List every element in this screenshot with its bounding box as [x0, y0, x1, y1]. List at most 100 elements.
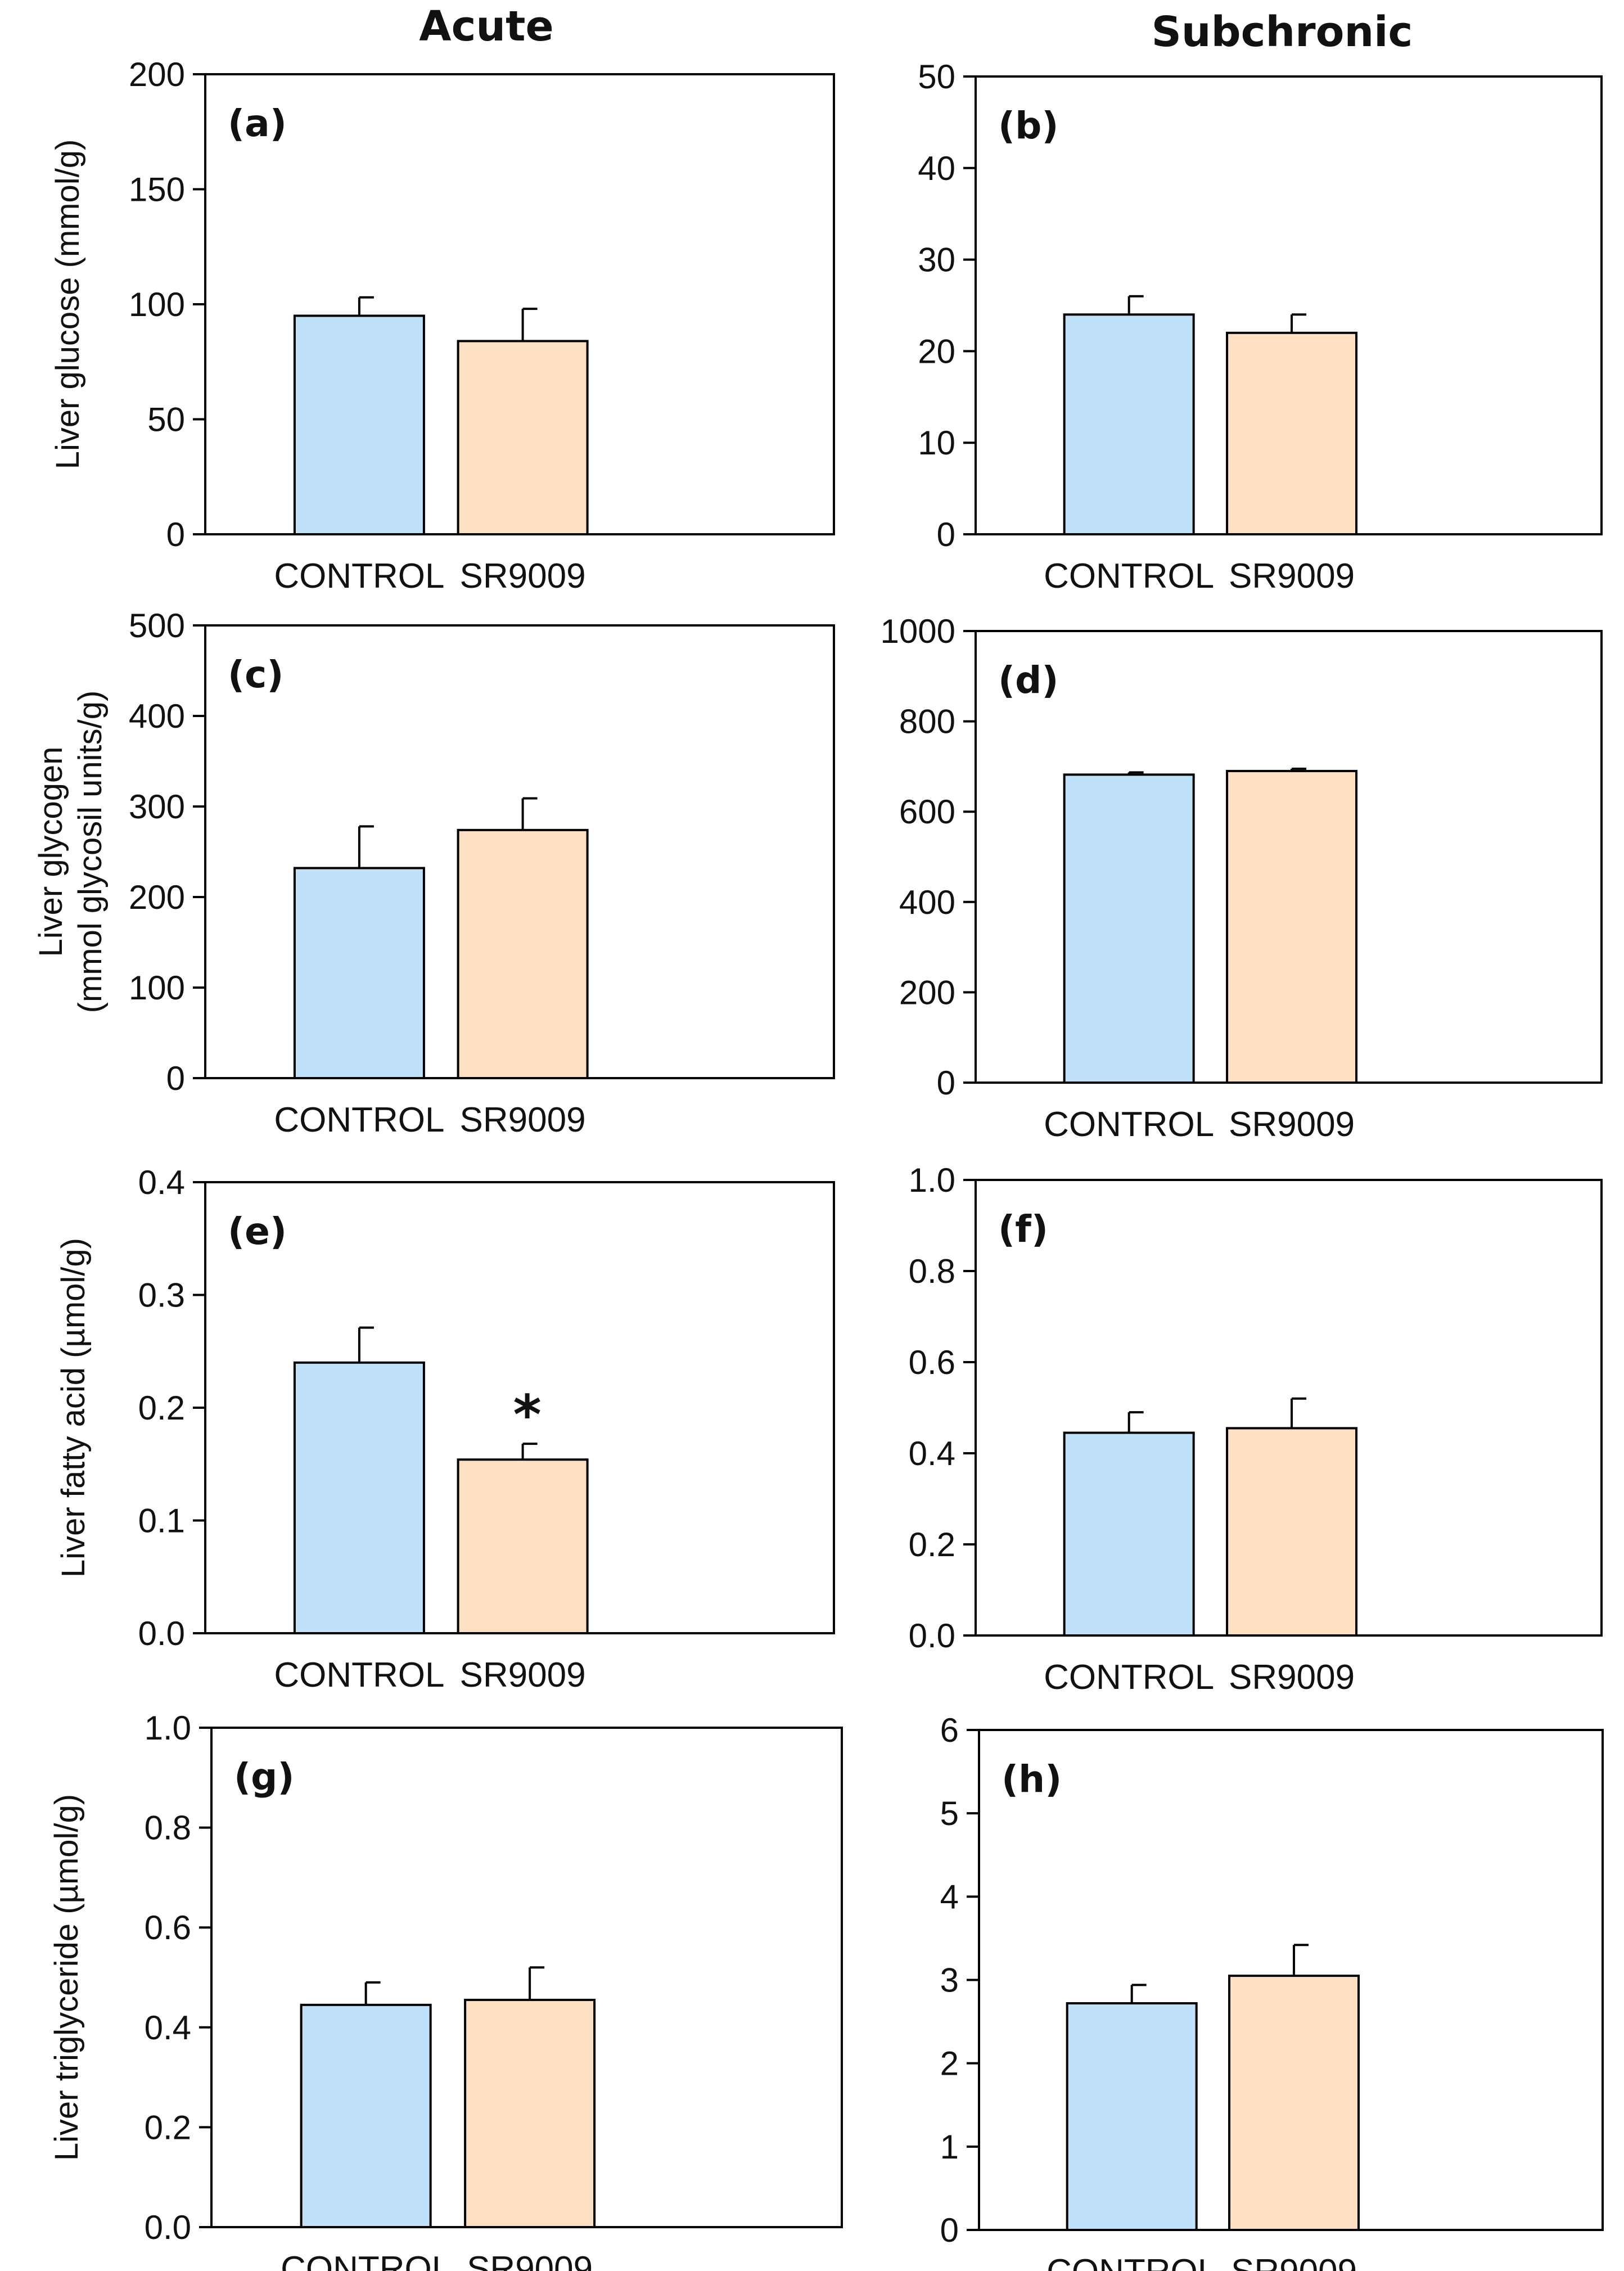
category-label-a: SR9009: [460, 557, 586, 596]
category-label-c: SR9009: [460, 1101, 586, 1139]
y-tick-label-g: 0.8: [145, 1809, 191, 1847]
y-tick-label-f: 0.6: [909, 1344, 955, 1381]
category-label-c: CONTROL: [274, 1101, 444, 1139]
y-tick-label-b: 50: [918, 58, 955, 96]
y-tick-label-f: 0.2: [909, 1526, 955, 1563]
panel-d: 0 200 400 600 800 1000 CONTROL SR9009 (d): [881, 612, 1603, 1144]
category-label-e: CONTROL: [274, 1656, 444, 1695]
bar-a-sr9009: [457, 340, 589, 535]
bar-f-control: [1063, 1431, 1195, 1637]
panel-a: 0 50 100 150 200 CONTROL SR9009 (a) Liver glucos…: [49, 56, 835, 596]
category-label-g: SR9009: [467, 2250, 593, 2271]
category-label-f: SR9009: [1229, 1658, 1355, 1697]
panel-e: 0.0 0.1 0.2 0.3 0.4 CONTROL SR9009 * (e) Liver fa…: [55, 1164, 835, 1695]
category-label-a: CONTROL: [274, 557, 444, 596]
category-label-d: SR9009: [1229, 1105, 1355, 1144]
panel-g: 0.0 0.2 0.4 0.6 0.8 1.0 CONTROL SR9009 (g) Liver …: [48, 1709, 843, 2271]
panel-label-c: (c): [228, 653, 283, 696]
column-title-subchronic: Subchronic: [1152, 8, 1413, 56]
panel-label-h: (h): [1002, 1758, 1062, 1801]
bar-b-sr9009: [1226, 331, 1358, 536]
y-tick-label-h: 2: [940, 2045, 959, 2083]
y-tick-label-b: 10: [918, 424, 955, 462]
y-tick-label-g: 0.6: [145, 1909, 191, 1946]
y-tick-label-a: 150: [129, 171, 185, 209]
y-tick-label-c: 400: [129, 697, 185, 735]
y-tick-label-h: 5: [940, 1795, 959, 1832]
y-tick-label-b: 40: [918, 150, 955, 187]
bar-g-control: [300, 2003, 432, 2229]
y-tick-label-h: 3: [940, 1962, 959, 1999]
y-tick-label-e: 0.3: [138, 1277, 185, 1314]
y-tick-label-e: 0.2: [138, 1389, 185, 1427]
bar-f-sr9009: [1226, 1427, 1358, 1637]
y-tick-label-h: 6: [940, 1711, 959, 1749]
bar-h-sr9009: [1228, 1975, 1360, 2231]
panel-h: 0 1 2 3 4 5 6 CONTROL SR9009 (h): [940, 1711, 1604, 2271]
y-tick-label-c: 300: [129, 788, 185, 826]
y-tick-label-a: 100: [129, 286, 185, 323]
y-tick-label-f: 1.0: [909, 1161, 955, 1199]
panel-b: 0 10 20 30 40 50 CONTROL SR9009 (b): [918, 58, 1603, 596]
panel-label-f: (f): [998, 1207, 1048, 1251]
bar-e-sr9009: [457, 1458, 589, 1634]
y-tick-label-d: 200: [899, 974, 955, 1011]
y-tick-label-g: 0.0: [145, 2209, 191, 2246]
y-axis-label-c: Liver glycogen: [33, 747, 69, 957]
y-tick-label-a: 0: [166, 516, 185, 553]
y-tick-label-d: 0: [937, 1064, 955, 1102]
panel-label-g: (g): [234, 1755, 295, 1799]
y-tick-label-g: 0.4: [145, 2009, 191, 2047]
y-tick-label-c: 200: [129, 878, 185, 916]
y-tick-label-c: 0: [166, 1060, 185, 1097]
bar-c-control: [293, 867, 425, 1079]
bar-c-sr9009: [457, 828, 589, 1079]
y-tick-label-a: 200: [129, 56, 185, 93]
y-tick-label-f: 0.0: [909, 1617, 955, 1655]
y-tick-label-g: 1.0: [145, 1709, 191, 1747]
y-tick-label-d: 600: [899, 793, 955, 831]
y-tick-label-e: 0.4: [138, 1164, 185, 1201]
bar-h-control: [1066, 2002, 1198, 2231]
y-tick-label-b: 30: [918, 241, 955, 279]
panel-f: 0.0 0.2 0.4 0.6 0.8 1.0 CONTROL SR9009 (f): [909, 1161, 1603, 1697]
bar-b-control: [1063, 313, 1195, 536]
category-label-e: SR9009: [460, 1656, 586, 1695]
y-tick-label-b: 20: [918, 332, 955, 370]
panel-label-e: (e): [228, 1210, 287, 1253]
category-label-b: SR9009: [1229, 557, 1355, 596]
y-tick-label-h: 1: [940, 2128, 959, 2166]
category-label-b: CONTROL: [1044, 557, 1214, 596]
y-tick-label-c: 100: [129, 969, 185, 1007]
bar-d-sr9009: [1226, 769, 1358, 1084]
y-tick-label-e: 0.1: [138, 1502, 185, 1540]
panel-c: 0 100 200 300 400 500 CONTROL SR9009 (c) Liver gl…: [33, 607, 835, 1139]
column-title-acute: Acute: [419, 2, 553, 51]
bar-d-control: [1063, 773, 1195, 1084]
y-tick-label-c: 500: [129, 607, 185, 645]
category-label-f: CONTROL: [1044, 1658, 1214, 1697]
y-tick-label-f: 0.8: [909, 1252, 955, 1290]
bar-g-sr9009: [464, 1998, 596, 2228]
bar-e-control: [293, 1361, 425, 1635]
category-label-h: SR9009: [1231, 2252, 1357, 2271]
y-axis-label-g: Liver triglyceride (µmol/g): [48, 1794, 85, 2161]
y-tick-label-d: 1000: [881, 612, 955, 650]
y-tick-label-h: 4: [940, 1878, 959, 1916]
category-label-d: CONTROL: [1044, 1105, 1214, 1144]
panel-label-b: (b): [998, 104, 1059, 147]
y-axis-label-c: (mmol glycosil units/g): [72, 691, 109, 1013]
panel-label-d: (d): [998, 659, 1059, 702]
y-axis-label-e: Liver fatty acid (µmol/g): [55, 1238, 92, 1578]
y-tick-label-d: 800: [899, 703, 955, 741]
category-label-g: CONTROL: [281, 2250, 451, 2271]
y-tick-label-e: 0.0: [138, 1615, 185, 1652]
y-tick-label-f: 0.4: [909, 1435, 955, 1472]
category-label-h: CONTROL: [1046, 2252, 1217, 2271]
y-tick-label-a: 50: [147, 401, 185, 439]
bar-a-control: [293, 314, 425, 535]
panel-label-a: (a): [228, 102, 287, 145]
significance-mark-e: *: [513, 1384, 541, 1447]
